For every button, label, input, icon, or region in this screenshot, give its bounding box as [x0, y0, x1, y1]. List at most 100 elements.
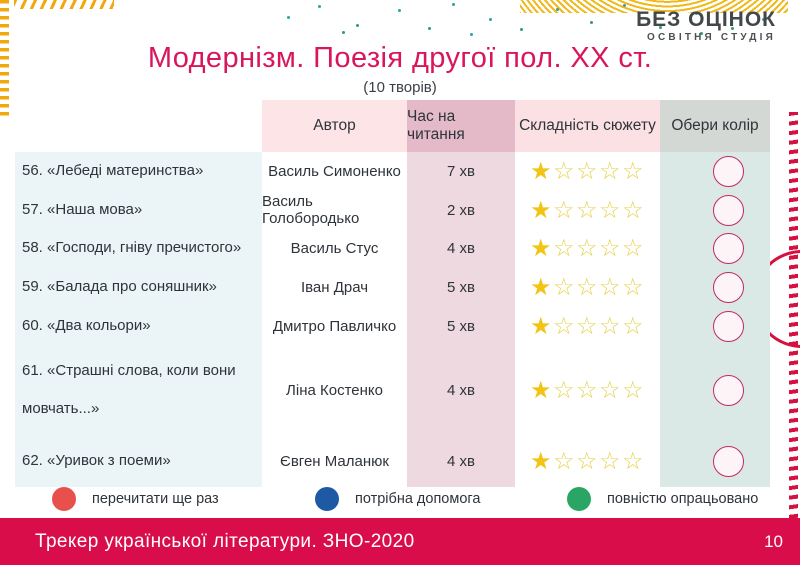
row-author: Василь Голобородько	[262, 191, 407, 230]
row-title: 58. «Господи, гніву пречистого»	[15, 229, 262, 268]
star-empty-icon: ☆☆☆☆	[552, 447, 646, 475]
row-time: 5 хв	[407, 307, 515, 346]
star-filled-icon: ★	[529, 196, 553, 224]
star-filled-icon: ★	[529, 447, 553, 475]
row-difficulty: ★☆☆☆☆	[515, 152, 660, 191]
row-author: Василь Симоненко	[262, 152, 407, 191]
color-pick-circle[interactable]	[712, 272, 744, 303]
row-author: Василь Стус	[262, 229, 407, 268]
row-time: 4 хв	[407, 229, 515, 268]
color-pick-circle[interactable]	[712, 194, 744, 226]
top-corner-dashes-decoration	[14, 0, 114, 9]
row-title: 60. «Два кольори»	[15, 307, 262, 346]
row-time: 4 хв	[407, 345, 515, 435]
star-empty-icon: ☆☆☆☆	[552, 196, 646, 224]
row-time: 7 хв	[407, 152, 515, 191]
row-author: Іван Драч	[262, 268, 407, 307]
legend-item: повністю опрацьовано	[567, 487, 758, 511]
difficulty-stars: ★☆☆☆☆	[530, 273, 645, 302]
difficulty-stars: ★☆☆☆☆	[530, 157, 645, 186]
difficulty-stars: ★☆☆☆☆	[530, 196, 645, 225]
star-empty-icon: ☆☆☆☆	[552, 376, 646, 404]
table-row: 58. «Господи, гніву пречистого» Василь С…	[15, 229, 770, 268]
row-difficulty: ★☆☆☆☆	[515, 191, 660, 230]
row-difficulty: ★☆☆☆☆	[515, 345, 660, 435]
row-title: 57. «Наша мова»	[15, 191, 262, 230]
header-difficulty-cell: Складність сюжету	[515, 100, 660, 152]
star-filled-icon: ★	[529, 376, 553, 404]
legend-color-dot-icon	[567, 487, 591, 511]
table-row: 60. «Два кольори» Дмитро Павличко 5 хв ★…	[15, 307, 770, 346]
left-dashes-decoration	[0, 0, 9, 120]
table-row: 61. «Страшні слова, коли вони мовчать...…	[15, 345, 770, 435]
row-author: Ліна Костенко	[262, 345, 407, 435]
brand-logo: БЕЗ ОЦІНОК ОСВІТНЯ СТУДІЯ	[636, 9, 776, 44]
table-header-row: Автор Час на читання Складність сюжету О…	[15, 100, 770, 152]
difficulty-stars: ★☆☆☆☆	[530, 312, 645, 341]
row-difficulty: ★☆☆☆☆	[515, 229, 660, 268]
row-time: 4 хв	[407, 435, 515, 487]
brand-name: БЕЗ ОЦІНОК	[636, 8, 776, 31]
table-row: 59. «Балада про соняшник» Іван Драч 5 хв…	[15, 268, 770, 307]
row-difficulty: ★☆☆☆☆	[515, 435, 660, 487]
row-color-cell	[660, 345, 770, 435]
legend-label: потрібна допомога	[355, 491, 481, 507]
row-author: Євген Маланюк	[262, 435, 407, 487]
row-color-cell	[660, 307, 770, 346]
legend-color-dot-icon	[52, 487, 76, 511]
tracker-table: Автор Час на читання Складність сюжету О…	[15, 100, 770, 487]
difficulty-stars: ★☆☆☆☆	[530, 234, 645, 263]
difficulty-stars: ★☆☆☆☆	[530, 447, 645, 476]
color-pick-circle[interactable]	[712, 233, 744, 264]
color-pick-circle[interactable]	[712, 445, 744, 477]
row-title: 62. «Уривок з поеми»	[15, 435, 262, 487]
color-pick-circle[interactable]	[712, 374, 744, 406]
row-color-cell	[660, 191, 770, 230]
footer-page-number: 10	[764, 531, 783, 551]
page-title: Модернізм. Поезія другої пол. ХХ ст.	[147, 42, 653, 74]
star-filled-icon: ★	[529, 235, 553, 262]
header-author-cell: Автор	[262, 100, 407, 152]
row-difficulty: ★☆☆☆☆	[515, 307, 660, 346]
table-row: 62. «Уривок з поеми» Євген Маланюк 4 хв …	[15, 435, 770, 487]
row-time: 2 хв	[407, 191, 515, 230]
table-rows: 56. «Лебеді материнства» Василь Симоненк…	[15, 152, 770, 487]
footer-bar: Трекер української літератури. ЗНО-2020 …	[0, 518, 800, 565]
row-title: 61. «Страшні слова, коли вони мовчать...…	[15, 345, 262, 435]
confetti-dots-decoration	[287, 16, 290, 19]
legend-label: повністю опрацьовано	[607, 491, 759, 507]
star-filled-icon: ★	[529, 274, 553, 301]
row-color-cell	[660, 229, 770, 268]
brand-tagline: ОСВІТНЯ СТУДІЯ	[647, 32, 776, 43]
row-color-cell	[660, 435, 770, 487]
star-filled-icon: ★	[529, 312, 553, 340]
legend-item: перечитати ще раз	[52, 487, 219, 511]
legend: перечитати ще раз потрібна допомога повн…	[0, 487, 800, 515]
header-title-cell	[15, 100, 262, 152]
table-row: 56. «Лебеді материнства» Василь Симоненк…	[15, 152, 770, 191]
row-color-cell	[660, 268, 770, 307]
star-empty-icon: ☆☆☆☆	[552, 235, 646, 262]
legend-item: потрібна допомога	[315, 487, 480, 511]
row-title: 59. «Балада про соняшник»	[15, 268, 262, 307]
difficulty-stars: ★☆☆☆☆	[530, 376, 645, 405]
color-pick-circle[interactable]	[712, 156, 744, 187]
star-filled-icon: ★	[529, 158, 553, 185]
star-empty-icon: ☆☆☆☆	[552, 312, 646, 340]
header-color-cell: Обери колір	[660, 100, 770, 152]
header-time-cell: Час на читання	[407, 100, 515, 152]
legend-label: перечитати ще раз	[92, 491, 219, 507]
star-empty-icon: ☆☆☆☆	[552, 274, 646, 301]
star-empty-icon: ☆☆☆☆	[552, 158, 646, 185]
legend-color-dot-icon	[315, 487, 339, 511]
row-difficulty: ★☆☆☆☆	[515, 268, 660, 307]
table-row: 57. «Наша мова» Василь Голобородько 2 хв…	[15, 191, 770, 230]
footer-title: Трекер української літератури. ЗНО-2020	[35, 530, 415, 552]
page-subtitle: (10 творів)	[363, 79, 437, 96]
row-title: 56. «Лебеді материнства»	[15, 152, 262, 191]
row-time: 5 хв	[407, 268, 515, 307]
row-color-cell	[660, 152, 770, 191]
top-right-arcs-decoration	[520, 0, 788, 13]
color-pick-circle[interactable]	[712, 310, 744, 342]
